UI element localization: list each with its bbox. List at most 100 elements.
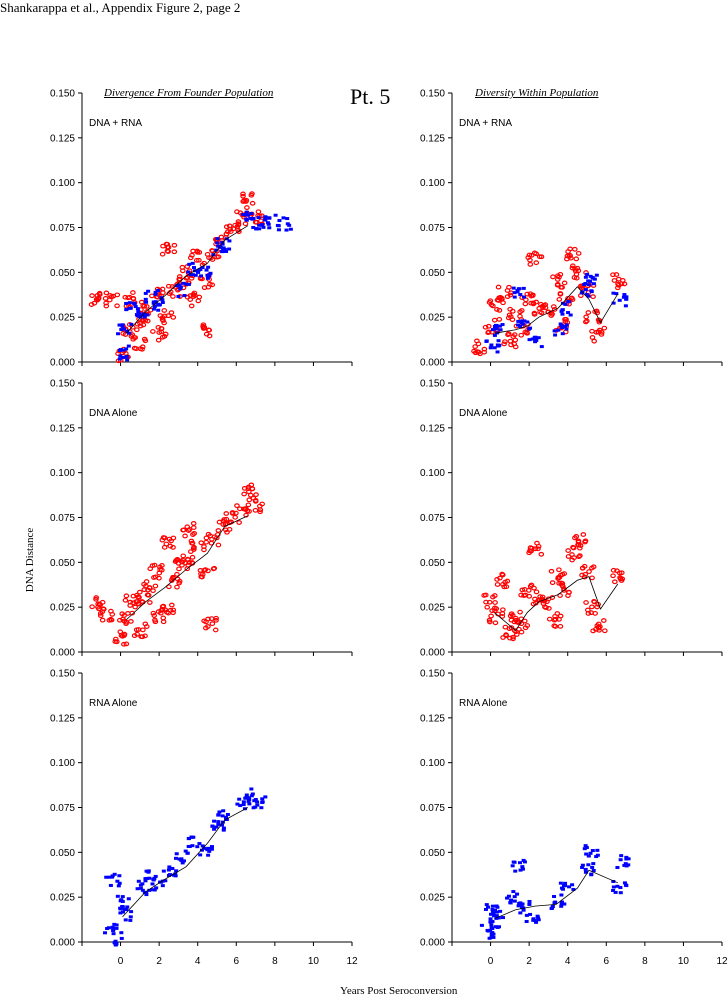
dna-point [146,585,153,590]
rna-point [484,903,489,907]
rna-point [210,824,215,828]
rna-point [110,875,115,879]
dna-point [198,540,205,546]
dna-point [114,639,120,645]
rna-point [527,338,532,342]
dna-point [150,329,156,334]
rna-point [138,315,143,319]
rna-point [243,796,248,800]
rna-point [124,355,129,359]
rna-point [491,935,496,939]
rna-point [156,289,161,293]
panel-label: RNA Alone [89,698,138,709]
dna-point [161,544,168,550]
dna-point [205,616,211,622]
dna-point [207,281,213,287]
dna-point [510,612,516,618]
rna-point [515,289,520,293]
rna-point [495,905,500,909]
dna-point [97,613,104,618]
rna-point [510,864,515,868]
rna-point [495,350,500,354]
dna-point [136,601,142,607]
dna-point [512,337,519,343]
rna-point [531,918,536,922]
y-tick-label: 0.025 [420,603,445,614]
dna-point [580,532,587,537]
y-tick-label: 0.000 [420,648,445,659]
dna-point [215,528,222,533]
rna-point [177,857,182,861]
rna-point [622,881,627,885]
rna-point [618,858,623,862]
dna-point [134,327,140,333]
dna-point [550,274,556,280]
rna-point [267,216,272,220]
rna-point [580,865,585,869]
rna-point [249,212,254,216]
rna-point [206,853,211,857]
mean-line [126,515,249,621]
dna-point [486,299,493,305]
rna-point [536,918,541,922]
rna-point [152,888,157,892]
dna-point [514,632,520,637]
rna-point [125,329,130,333]
column-title-divergence: Divergence From Founder Population [104,87,274,99]
dna-point [485,323,492,329]
dna-point [99,617,106,623]
dna-point [240,191,246,197]
rna-point [159,880,164,884]
dna-point [129,610,135,616]
rna-point [153,874,158,878]
dna-point [125,295,131,301]
dna-point [600,618,607,623]
rna-point [121,348,126,352]
dna-point [166,584,172,590]
dna-point [93,595,100,600]
dna-point [556,567,562,573]
dna-point [500,635,506,640]
y-tick-label: 0.075 [50,223,75,234]
rna-point [561,884,566,888]
rna-point [214,248,219,252]
dna-point [161,320,167,326]
rna-point [527,902,532,906]
rna-point [246,799,251,803]
dna-point [538,310,545,316]
rna-point [591,862,596,866]
dna-point [182,560,189,566]
dna-point [524,291,531,297]
dna-point [223,511,230,516]
rna-point [104,875,109,879]
rna-point [117,348,122,352]
rna-point [126,344,131,348]
panel-label: DNA + RNA [459,118,512,129]
dna-point [535,543,542,549]
dna-point [556,616,562,622]
rna-point [256,216,261,220]
dna-point [517,313,523,319]
dna-point [165,610,172,616]
dna-point [188,303,195,309]
dna-point [170,314,177,320]
dna-point [127,599,134,605]
dna-point [542,604,548,610]
rna-point [494,914,499,918]
rna-point [281,216,286,220]
rna-point [495,925,500,929]
rna-point [615,884,620,888]
rna-point [520,319,525,323]
rna-point [611,888,616,892]
rna-point [622,293,627,297]
rna-point [525,320,530,324]
dna-point [551,306,558,312]
rna-point [618,886,623,890]
rna-point [118,354,123,358]
dna-point [511,332,518,338]
rna-point [181,281,186,285]
rna-point [138,886,143,890]
rna-point [493,909,498,913]
rna-point [263,215,268,219]
dna-point [573,534,580,539]
